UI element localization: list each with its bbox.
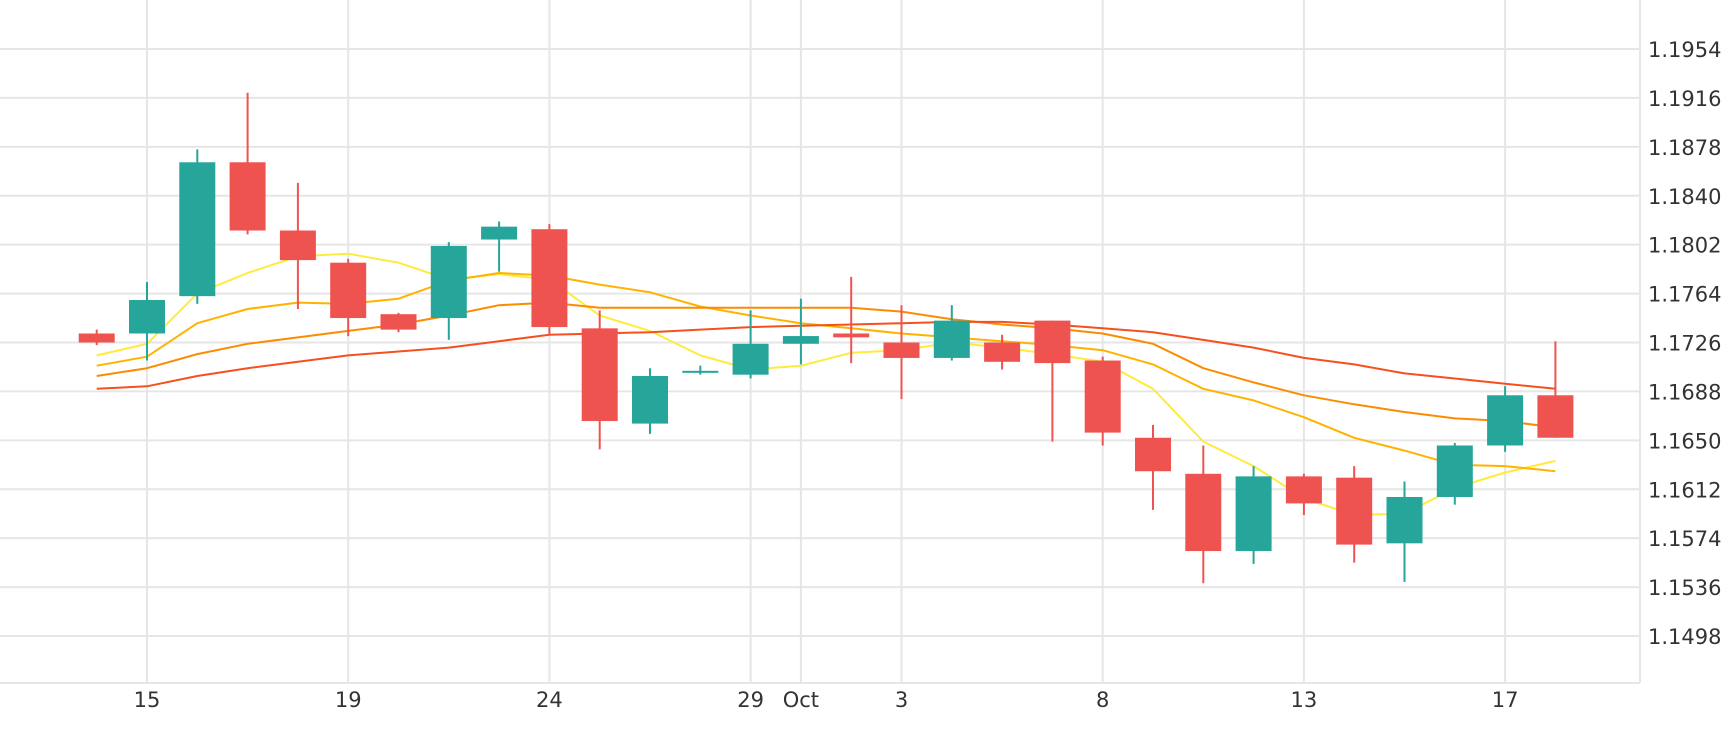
moving-average-line-3: [96, 301, 1556, 429]
candle-body: [732, 343, 769, 375]
candle[interactable]: [129, 281, 165, 361]
y-tick-label: 1.1802: [1648, 234, 1721, 258]
candle-body: [1386, 496, 1423, 544]
candle-body: [129, 300, 165, 334]
candle-body: [1285, 476, 1322, 504]
candle[interactable]: [581, 310, 618, 450]
grid-layer: [0, 0, 1641, 684]
candle[interactable]: [682, 365, 719, 375]
y-tick-label: 1.1916: [1648, 87, 1721, 111]
x-tick-label: 15: [134, 688, 161, 712]
candle[interactable]: [1235, 466, 1272, 564]
moving-average-line-4: [96, 320, 1556, 390]
x-tick-label: 29: [737, 688, 764, 712]
x-tick-label: 3: [895, 688, 908, 712]
x-tick-label: Oct: [783, 688, 819, 712]
x-tick-label: 17: [1492, 688, 1519, 712]
candle-body: [380, 314, 417, 330]
candle-body: [1135, 437, 1171, 472]
candle-body: [581, 328, 618, 422]
candle-body: [179, 162, 216, 297]
candle[interactable]: [279, 182, 316, 310]
y-tick-label: 1.1498: [1648, 625, 1721, 649]
candle[interactable]: [833, 276, 870, 364]
candle-body: [833, 333, 870, 338]
y-tick-label: 1.1726: [1648, 332, 1721, 356]
candle-body: [430, 245, 467, 319]
x-tick-label: 13: [1291, 688, 1318, 712]
candle[interactable]: [531, 224, 568, 335]
candle[interactable]: [229, 92, 266, 235]
y-tick-label: 1.1650: [1648, 429, 1721, 453]
candle-body: [1235, 476, 1272, 552]
candle[interactable]: [78, 329, 115, 346]
y-tick-label: 1.1612: [1648, 478, 1721, 502]
candle[interactable]: [380, 312, 417, 333]
candle-body: [632, 375, 668, 424]
candle[interactable]: [1537, 341, 1574, 438]
candle[interactable]: [1436, 442, 1473, 505]
candle[interactable]: [732, 310, 769, 379]
candle[interactable]: [1185, 445, 1222, 584]
y-tick-label: 1.1954: [1648, 38, 1721, 62]
candle-body: [1487, 395, 1524, 446]
candle-body: [1034, 320, 1071, 364]
moving-average-line-2: [96, 272, 1556, 473]
candle-body: [782, 336, 819, 344]
x-tick-label: 24: [536, 688, 563, 712]
candle[interactable]: [1034, 320, 1071, 442]
candle[interactable]: [984, 334, 1021, 370]
y-tick-label: 1.1764: [1648, 283, 1721, 307]
candle-body: [531, 229, 568, 328]
candle[interactable]: [430, 242, 467, 340]
y-tick-label: 1.1536: [1648, 576, 1721, 600]
candle-body: [330, 262, 367, 319]
candle-body: [682, 370, 719, 373]
candle-body: [229, 162, 266, 231]
y-tick-label: 1.1878: [1648, 136, 1721, 160]
candle[interactable]: [1285, 473, 1322, 515]
candle[interactable]: [933, 305, 970, 361]
y-tick-label: 1.1840: [1648, 185, 1721, 209]
candle[interactable]: [782, 298, 819, 365]
candle[interactable]: [883, 305, 920, 400]
candle-body: [481, 226, 518, 240]
candle[interactable]: [1336, 466, 1373, 563]
candle-body: [984, 342, 1021, 362]
candle[interactable]: [481, 221, 518, 272]
candle[interactable]: [1084, 356, 1121, 446]
candle-body: [883, 342, 920, 358]
candle-layer: [78, 92, 1574, 584]
candle-body: [1336, 477, 1373, 545]
candle-body: [1185, 473, 1222, 552]
y-tick-label: 1.1574: [1648, 527, 1721, 551]
candle-body: [1537, 395, 1574, 438]
candle-body: [1084, 360, 1121, 433]
x-tick-label: 19: [335, 688, 362, 712]
candle-body: [78, 333, 115, 343]
x-tick-label: 8: [1096, 688, 1109, 712]
candle-body: [1436, 445, 1473, 497]
candle[interactable]: [632, 368, 668, 434]
axis-layer: 1.1954 1.1916 1.1878 1.1840 1.1802 1.1764 1.17…: [134, 38, 1722, 712]
candle[interactable]: [1386, 481, 1423, 582]
candle-body: [933, 320, 970, 358]
candle[interactable]: [1135, 424, 1171, 510]
y-tick-label: 1.1688: [1648, 380, 1721, 404]
candle[interactable]: [1487, 386, 1524, 452]
candle-body: [279, 230, 316, 261]
candle[interactable]: [330, 258, 367, 337]
candle[interactable]: [179, 149, 216, 304]
